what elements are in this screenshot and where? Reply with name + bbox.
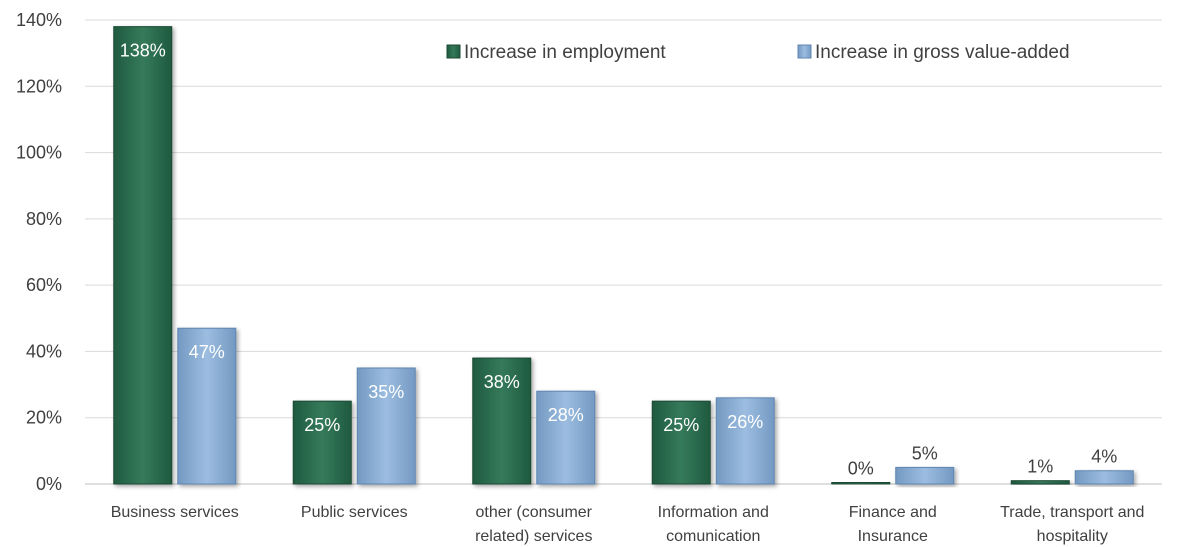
data-label: 26%: [727, 412, 763, 432]
legend-label: Increase in employment: [464, 42, 666, 63]
data-label: 35%: [368, 382, 404, 402]
bar-employment-5: [1010, 480, 1070, 485]
y-tick-label: 40%: [26, 341, 62, 361]
x-category-label: Finance and: [849, 504, 937, 521]
gridlines: [85, 19, 1162, 485]
x-category-label: related) services: [475, 528, 592, 545]
legend-swatch: [446, 44, 461, 59]
legend-label: Increase in gross value-added: [815, 42, 1070, 63]
x-category-label: Information and: [658, 504, 769, 521]
y-tick-label: 0%: [36, 474, 62, 494]
data-label: 38%: [484, 372, 520, 392]
y-tick-label: 140%: [16, 10, 62, 30]
x-category-label: comunication: [666, 528, 760, 545]
x-category-label: other (consumer: [476, 504, 593, 521]
bar-gva-1: [356, 367, 416, 485]
bar-employment-1: [292, 400, 352, 485]
bar-gva-5: [1074, 470, 1134, 485]
y-tick-label: 60%: [26, 275, 62, 295]
x-category-label: Trade, transport and: [1000, 504, 1144, 521]
data-label: 138%: [120, 41, 166, 61]
bars: [113, 26, 1134, 485]
data-label: 25%: [304, 415, 340, 435]
x-category-label: hospitality: [1037, 528, 1108, 545]
y-tick-label: 120%: [16, 76, 62, 96]
data-label: 28%: [548, 405, 584, 425]
data-label: 0%: [848, 459, 874, 479]
data-labels: 138% 47% 25% 35% 38% 28% 25% 26% 0% 5% 1% 4%: [120, 41, 1118, 479]
bar-employment-4: [831, 482, 891, 485]
data-label: 47%: [189, 342, 225, 362]
y-tick-label: 100%: [16, 143, 62, 163]
data-label: 5%: [912, 443, 938, 463]
legend: Increase in employment Increase in gross …: [446, 42, 1070, 63]
bar-gva-2: [536, 390, 596, 485]
bar-employment-2: [472, 357, 532, 485]
data-label: 25%: [663, 415, 699, 435]
y-tick-label: 20%: [26, 408, 62, 428]
x-category-label: Public services: [301, 504, 408, 521]
data-label: 1%: [1027, 457, 1053, 477]
bar-gva-4: [895, 466, 955, 485]
x-axis-categories: Business services Public services other (c…: [111, 504, 1145, 545]
bar-gva-3: [715, 397, 775, 485]
bar-gva-0: [177, 327, 237, 485]
bar-employment-3: [651, 400, 711, 485]
y-tick-label: 80%: [26, 209, 62, 229]
data-label: 4%: [1091, 447, 1117, 467]
x-category-label: Insurance: [858, 528, 928, 545]
x-category-label: Business services: [111, 504, 239, 521]
legend-swatch: [797, 44, 812, 59]
y-axis-ticks: 0% 20% 40% 60% 80% 100% 120% 140%: [16, 10, 62, 494]
bar-employment-0: [113, 26, 173, 485]
